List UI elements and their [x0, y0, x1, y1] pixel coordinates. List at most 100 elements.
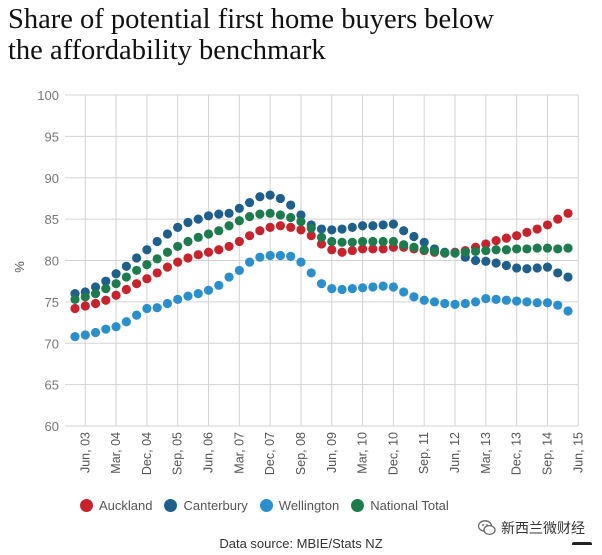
data-point-auckland: [553, 214, 563, 224]
data-point-wellington: [90, 327, 101, 338]
data-point-national-total: [173, 241, 183, 252]
data-point-canterbury: [296, 210, 306, 220]
data-point-wellington: [132, 310, 142, 320]
data-point-wellington: [419, 295, 429, 305]
data-point-canterbury: [121, 261, 131, 271]
legend-marker: [80, 498, 93, 512]
data-point-national-total: [234, 216, 244, 226]
data-point-canterbury: [193, 214, 203, 224]
x-tick-label: Dec, 10: [386, 432, 400, 475]
data-point-canterbury: [409, 231, 419, 242]
data-point-wellington: [470, 297, 481, 307]
data-point-canterbury: [501, 260, 511, 271]
data-point-national-total: [347, 237, 357, 247]
data-point-canterbury: [90, 282, 101, 292]
data-point-auckland: [245, 231, 255, 241]
data-point-auckland: [224, 241, 234, 252]
data-point-canterbury: [388, 219, 398, 229]
data-point-national-total: [296, 217, 306, 227]
data-point-canterbury: [327, 225, 337, 235]
data-point-national-total: [183, 236, 193, 247]
data-point-national-total: [193, 232, 203, 242]
x-tick-label: Sep, 14: [540, 432, 554, 475]
legend-item-canterbury[interactable]: Canterbury: [164, 498, 248, 513]
legend-item-national-total[interactable]: National Total: [351, 498, 449, 513]
x-tick-label: Mar, 10: [356, 432, 370, 474]
data-point-auckland: [296, 225, 306, 235]
data-point-canterbury: [265, 190, 275, 200]
data-point-wellington: [70, 332, 80, 342]
data-point-canterbury: [378, 220, 388, 230]
data-point-national-total: [286, 212, 296, 223]
data-point-auckland: [542, 220, 553, 230]
x-tick-label: Dec, 07: [263, 432, 277, 475]
legend-marker: [351, 498, 365, 512]
data-point-auckland: [563, 208, 573, 218]
legend-marker: [164, 498, 178, 512]
data-point-national-total: [470, 246, 481, 256]
data-point-wellington: [275, 250, 286, 261]
data-point-auckland: [491, 236, 501, 246]
data-point-auckland: [255, 226, 265, 236]
data-point-auckland: [132, 279, 142, 289]
data-point-canterbury: [162, 229, 173, 239]
data-point-national-total: [419, 245, 429, 255]
x-tick-label: Sep, 11: [417, 432, 431, 474]
data-point-auckland: [286, 222, 296, 232]
data-point-auckland: [70, 303, 80, 314]
data-point-wellington: [183, 291, 193, 301]
x-tick-label: Sep, 08: [294, 432, 308, 475]
data-point-wellington: [214, 280, 224, 290]
data-point-national-total: [542, 243, 553, 253]
data-point-auckland: [142, 274, 152, 284]
data-point-national-total: [111, 279, 121, 289]
watermark-text: 新西兰微财经: [501, 520, 585, 536]
data-point-wellington: [563, 306, 573, 316]
data-point-canterbury: [316, 224, 327, 234]
x-tick-label: Dec, 04: [140, 432, 154, 475]
wechat-icon: [477, 520, 496, 536]
data-point-auckland: [522, 227, 532, 237]
watermark: 新西兰微财经: [477, 518, 585, 538]
legend-label: National Total: [370, 497, 449, 513]
data-point-auckland: [327, 245, 337, 255]
data-point-national-total: [316, 232, 327, 242]
data-point-national-total: [337, 237, 347, 247]
data-point-canterbury: [245, 197, 255, 208]
data-point-wellington: [481, 293, 491, 304]
data-point-auckland: [512, 231, 522, 241]
data-point-canterbury: [224, 208, 234, 218]
data-point-canterbury: [368, 221, 378, 231]
data-point-wellington: [512, 296, 522, 306]
data-point-auckland: [90, 298, 101, 309]
legend-label: Auckland: [99, 497, 153, 513]
x-tick-label: Jun, 12: [448, 432, 462, 473]
data-point-wellington: [542, 298, 553, 308]
data-point-national-total: [327, 236, 337, 247]
y-tick-label: 75: [45, 295, 59, 310]
data-point-canterbury: [347, 222, 357, 232]
title-line-1: Share of potential first home buyers bel…: [8, 4, 494, 35]
data-point-national-total: [512, 244, 522, 254]
data-point-national-total: [70, 294, 80, 304]
data-point-auckland: [101, 295, 111, 305]
data-point-auckland: [162, 262, 173, 272]
data-point-canterbury: [553, 268, 563, 278]
data-point-auckland: [80, 301, 90, 311]
data-point-canterbury: [132, 253, 142, 263]
data-point-national-total: [553, 244, 563, 254]
legend-item-wellington[interactable]: Wellington: [259, 498, 339, 513]
data-point-wellington: [347, 284, 357, 294]
data-point-canterbury: [542, 262, 553, 272]
data-point-national-total: [378, 236, 388, 247]
data-point-auckland: [193, 250, 203, 260]
y-tick-label: 80: [45, 254, 59, 269]
data-point-canterbury: [399, 226, 409, 236]
data-point-wellington: [378, 281, 388, 291]
legend-item-auckland[interactable]: Auckland: [80, 498, 152, 513]
data-point-wellington: [429, 297, 440, 307]
data-point-wellington: [203, 285, 214, 295]
data-point-canterbury: [152, 236, 162, 247]
data-point-national-total: [162, 247, 173, 257]
data-point-wellington: [111, 322, 121, 332]
